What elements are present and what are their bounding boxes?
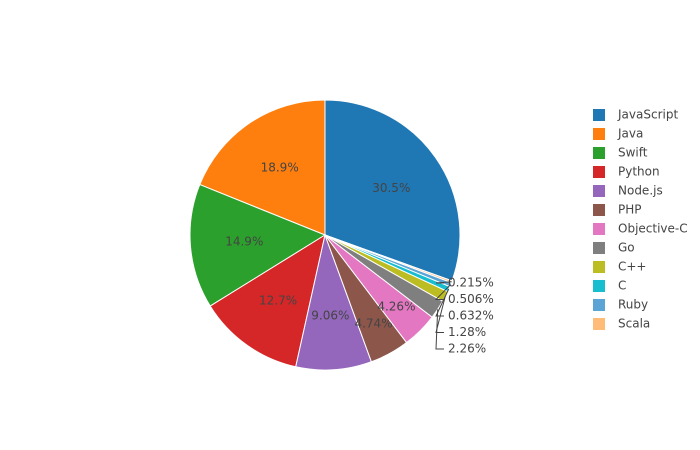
slice-label: 12.7% [259, 294, 297, 308]
pie-slice [199, 99, 326, 236]
slice-label: 0.506% [448, 292, 494, 306]
legend-swatch [593, 166, 605, 178]
legend-swatch [593, 204, 605, 216]
legend-label: C++ [618, 260, 647, 274]
legend-label: Python [618, 165, 660, 179]
legend-swatch [593, 299, 605, 311]
slice-label: 0.632% [448, 309, 494, 323]
legend-label: Swift [618, 146, 648, 160]
leader-line [434, 284, 451, 300]
slice-label: 4.26% [377, 299, 415, 313]
legend-swatch [593, 280, 605, 292]
legend-label: Node.js [618, 184, 663, 198]
slice-label: 30.5% [372, 181, 410, 195]
legend-swatch [593, 128, 605, 140]
legend-label: PHP [618, 203, 642, 217]
legend-swatch [593, 109, 605, 121]
leader-line [435, 296, 446, 333]
legend-label: Java [617, 127, 643, 141]
slice-label: 4.74% [354, 316, 392, 330]
pie-slice [209, 233, 326, 368]
leader-line [435, 288, 450, 317]
legend: JavaScript Java Swift Python Node.js PHP Objec… [593, 108, 688, 331]
pie-slice [324, 99, 461, 282]
slice-label: 0.215% [448, 276, 494, 290]
legend-label: Objective-C [618, 222, 688, 236]
legend-swatch [593, 223, 605, 235]
legend-label: C [618, 279, 626, 293]
leader-line [435, 281, 452, 284]
slice-label: 9.06% [311, 308, 349, 322]
legend-swatch [593, 185, 605, 197]
legend-label: JavaScript [617, 108, 678, 122]
slice-label: 2.26% [448, 342, 486, 356]
legend-swatch [593, 318, 605, 330]
leader-line [435, 309, 444, 350]
legend-swatch [593, 242, 605, 254]
legend-label: Go [618, 241, 635, 255]
slice-label: 1.28% [448, 325, 486, 339]
slice-label: 14.9% [225, 234, 263, 248]
legend-swatch [593, 261, 605, 273]
pie-slice [189, 183, 327, 307]
legend-swatch [593, 147, 605, 159]
slice-label: 18.9% [261, 160, 299, 174]
legend-label: Ruby [618, 298, 648, 312]
legend-label: Scala [618, 317, 650, 331]
